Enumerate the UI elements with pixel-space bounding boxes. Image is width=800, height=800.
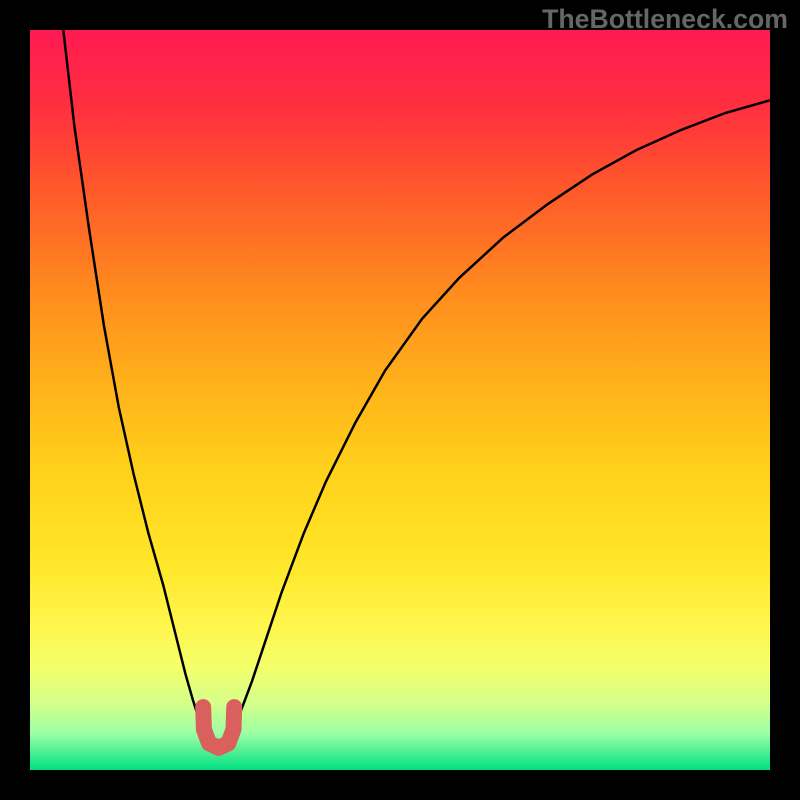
chart-container: TheBottleneck.com	[0, 0, 800, 800]
watermark-text: TheBottleneck.com	[542, 4, 788, 35]
bottleneck-chart	[0, 0, 800, 800]
